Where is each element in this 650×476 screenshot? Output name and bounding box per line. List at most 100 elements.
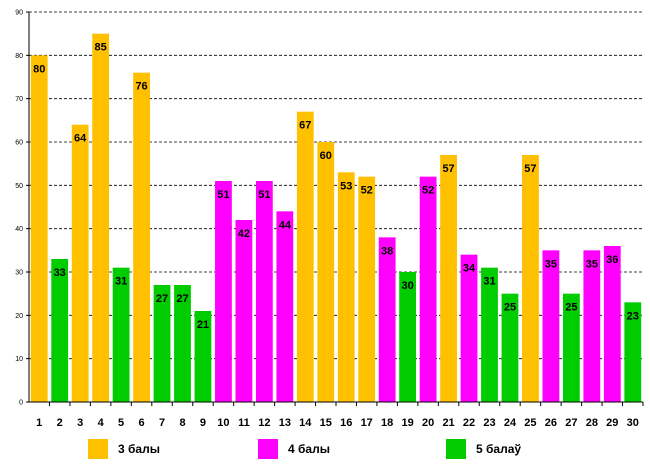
data-label-8: 27	[176, 293, 188, 305]
data-label-14: 67	[299, 120, 311, 132]
bar-21	[440, 155, 457, 402]
bar-10	[215, 181, 232, 402]
data-label-23: 31	[483, 276, 495, 288]
y-tick-label-0: 0	[19, 400, 23, 407]
x-tick-label-22: 22	[463, 417, 475, 429]
bar-26	[542, 250, 560, 402]
data-label-17: 52	[361, 185, 373, 197]
legend-swatch-3-baly	[88, 439, 108, 459]
bar-11	[235, 220, 253, 402]
bar-6	[133, 72, 150, 403]
y-axis-ticks: 0 10 20 30 40 50 60 70 80 90	[15, 10, 29, 407]
x-tick-label-15: 15	[320, 417, 332, 429]
x-tick-label-6: 6	[139, 417, 145, 429]
bar-1	[30, 55, 48, 402]
data-label-22: 34	[463, 263, 476, 275]
data-label-12: 51	[258, 189, 270, 201]
data-label-20: 52	[422, 185, 434, 197]
legend-item-3-baly: 3 балы	[88, 437, 160, 461]
x-tick-label-18: 18	[381, 417, 393, 429]
y-tick-label-20: 20	[15, 313, 23, 320]
x-tick-label-17: 17	[361, 417, 373, 429]
x-tick-label-12: 12	[258, 417, 270, 429]
bar-22	[460, 254, 478, 402]
y-tick-label-80: 80	[15, 53, 23, 60]
x-tick-label-7: 7	[159, 417, 165, 429]
bar-25	[522, 155, 539, 402]
x-tick-label-26: 26	[545, 417, 557, 429]
bar-2	[51, 259, 69, 402]
x-tick-label-11: 11	[238, 417, 250, 429]
bar-17	[358, 176, 376, 402]
x-tick-label-25: 25	[524, 417, 536, 429]
y-tick-label-50: 50	[15, 183, 23, 190]
x-tick-label-1: 1	[36, 417, 42, 429]
gridlines	[29, 11, 643, 360]
legend-swatch-5-balau	[446, 439, 466, 459]
x-tick-label-27: 27	[565, 417, 577, 429]
data-label-4: 85	[95, 42, 107, 54]
x-axis-ticks: 1 2 3 4 5 6 7 8 9 10 11 12 13 14 15 16 17 18 19 20 21 22 23 24 2…	[36, 402, 644, 429]
bars	[30, 33, 642, 403]
legend-label-4-baly: 4 балы	[288, 442, 330, 456]
y-tick-label-90: 90	[15, 10, 23, 17]
x-tick-label-21: 21	[442, 417, 454, 429]
legend-item-4-baly: 4 балы	[258, 437, 330, 461]
data-label-9: 21	[197, 319, 209, 331]
bar-19	[399, 272, 417, 402]
data-label-5: 31	[115, 276, 127, 288]
x-tick-label-20: 20	[422, 417, 434, 429]
x-tick-label-4: 4	[98, 417, 105, 429]
legend-item-5-balau: 5 балаў	[446, 437, 521, 461]
y-tick-label-30: 30	[15, 270, 23, 277]
x-tick-label-16: 16	[340, 417, 352, 429]
data-label-18: 38	[381, 245, 393, 257]
x-tick-label-29: 29	[606, 417, 618, 429]
y-tick-label-40: 40	[15, 226, 23, 233]
bar-27	[562, 293, 580, 402]
bar-4	[92, 33, 110, 403]
data-label-19: 30	[402, 280, 414, 292]
legend-label-3-baly: 3 балы	[118, 442, 160, 456]
x-tick-label-19: 19	[402, 417, 414, 429]
bar-20	[419, 176, 437, 402]
x-tick-label-24: 24	[504, 417, 517, 429]
x-tick-label-14: 14	[299, 417, 312, 429]
legend-label-5-balau: 5 балаў	[476, 442, 522, 456]
y-tick-label-70: 70	[15, 96, 23, 103]
data-label-29: 36	[606, 254, 618, 266]
bar-24	[501, 293, 519, 402]
x-tick-label-8: 8	[179, 417, 185, 429]
data-label-28: 35	[586, 258, 598, 270]
bar-8	[174, 285, 191, 402]
legend-swatch-4-baly	[258, 439, 278, 459]
data-label-16: 53	[340, 180, 352, 192]
data-label-25: 57	[524, 163, 536, 175]
data-label-2: 33	[54, 267, 66, 279]
data-labels: 80 33 64 85 31 76 27 27 21 51 42 51 44 67 60 53 52 38 30 52…	[33, 42, 639, 331]
bar-18	[378, 237, 396, 402]
bar-12	[255, 181, 273, 402]
data-label-24: 25	[504, 302, 516, 314]
data-label-21: 57	[442, 163, 454, 175]
bar-5	[112, 267, 130, 402]
data-label-11: 42	[238, 228, 250, 240]
bar-29	[603, 246, 621, 402]
bar-16	[337, 172, 355, 402]
data-label-27: 25	[565, 302, 577, 314]
bar-23	[481, 267, 498, 402]
x-tick-label-10: 10	[217, 417, 229, 429]
bar-7	[153, 285, 171, 402]
x-tick-label-23: 23	[483, 417, 495, 429]
data-label-13: 44	[279, 219, 292, 231]
y-tick-label-60: 60	[15, 140, 23, 147]
bar-30	[624, 302, 642, 402]
bar-28	[583, 250, 601, 402]
x-tick-label-3: 3	[77, 417, 83, 429]
data-label-26: 35	[545, 258, 557, 270]
data-label-6: 76	[135, 81, 147, 93]
data-label-15: 60	[320, 150, 332, 162]
data-label-3: 64	[74, 133, 87, 145]
data-label-7: 27	[156, 293, 168, 305]
bar-3	[71, 124, 89, 403]
